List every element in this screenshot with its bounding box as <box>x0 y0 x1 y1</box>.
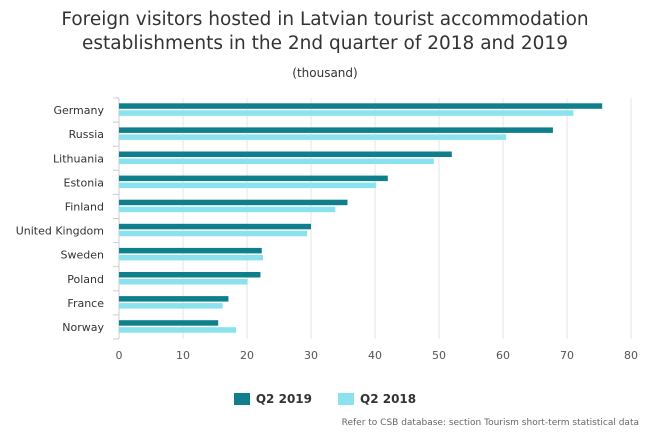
bar-estonia-q2-2018 <box>119 182 377 189</box>
bar-united-kingdom-q2-2018 <box>119 230 308 237</box>
legend-item-q2-2018[interactable]: Q2 2018 <box>338 392 416 406</box>
bar-lithuania-q2-2019 <box>119 151 452 157</box>
chart-title: Foreign visitors hosted in Latvian touri… <box>61 9 589 54</box>
bar-france-q2-2019 <box>119 296 229 302</box>
x-tick-label-70: 70 <box>560 349 574 362</box>
legend-label-q2-2019: Q2 2019 <box>255 392 312 406</box>
bar-sweden-q2-2019 <box>119 247 262 254</box>
x-tick-label-40: 40 <box>368 349 382 362</box>
bar-poland-q2-2019 <box>119 272 261 278</box>
bar-france-q2-2018 <box>119 303 223 309</box>
x-tick-label-20: 20 <box>240 349 254 362</box>
x-tick-label-0: 0 <box>116 349 123 362</box>
bar-germany-q2-2019 <box>119 103 603 109</box>
bar-germany-q2-2018 <box>119 110 574 116</box>
bar-norway-q2-2018 <box>119 327 237 333</box>
category-label-united-kingdom: United Kingdom <box>16 225 104 238</box>
bar-russia-q2-2018 <box>119 134 507 140</box>
bar-poland-q2-2018 <box>119 279 248 285</box>
category-label-estonia: Estonia <box>64 176 105 189</box>
category-label-finland: Finland <box>65 200 104 213</box>
category-label-poland: Poland <box>67 273 104 286</box>
legend-label-q2-2018: Q2 2018 <box>360 392 417 406</box>
legend-item-q2-2019[interactable]: Q2 2019 <box>233 392 312 406</box>
credit-link[interactable]: Refer to CSB database: section Tourism s… <box>341 418 639 428</box>
category-label-norway: Norway <box>62 321 104 334</box>
bar-united-kingdom-q2-2019 <box>119 223 311 230</box>
bar-lithuania-q2-2018 <box>119 158 434 164</box>
x-tick-label-60: 60 <box>496 349 510 362</box>
x-tick-label-80: 80 <box>624 349 638 362</box>
bar-finland-q2-2019 <box>119 199 348 206</box>
bar-sweden-q2-2018 <box>119 254 263 261</box>
bar-finland-q2-2018 <box>119 206 336 213</box>
x-tick-label-50: 50 <box>432 349 446 362</box>
category-label-germany: Germany <box>53 104 104 117</box>
category-label-russia: Russia <box>69 128 104 141</box>
category-label-sweden: Sweden <box>61 249 104 262</box>
legend-swatch-q2-2019 <box>233 393 250 405</box>
category-label-france: France <box>67 297 104 310</box>
bar-russia-q2-2019 <box>119 127 553 133</box>
legend-swatch-q2-2018 <box>338 393 354 405</box>
x-tick-label-30: 30 <box>304 349 318 362</box>
x-tick-label-10: 10 <box>176 349 190 362</box>
bar-norway-q2-2019 <box>119 320 219 326</box>
bar-estonia-q2-2019 <box>119 175 388 182</box>
category-label-lithuania: Lithuania <box>53 152 104 165</box>
legend: Q2 2019 Q2 2018 <box>0 392 650 406</box>
chart-subtitle: (thousand) <box>292 66 358 80</box>
